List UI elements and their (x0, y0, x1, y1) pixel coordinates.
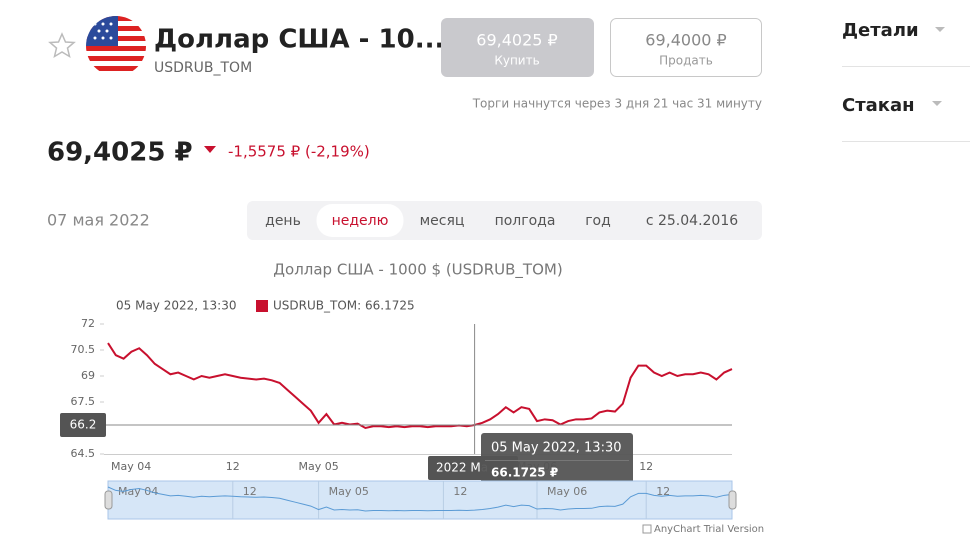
period-tab[interactable]: день (265, 213, 301, 229)
y-tick-label: 69 (81, 369, 95, 382)
y-tick-label: 70.5 (71, 343, 96, 356)
side-menu-item[interactable]: Детали (842, 20, 919, 41)
tooltip-value: 66.1725 ₽ (491, 466, 558, 480)
period-tab[interactable]: неделю (332, 213, 389, 229)
price-line (107, 342, 733, 430)
navigator-label: 12 (453, 485, 467, 498)
ticker: USDRUB_TOM (154, 60, 252, 76)
price-change: -1,5575 ₽ (-2,19%) (228, 143, 370, 161)
legend-time: 05 May 2022, 13:30 (116, 299, 236, 313)
navigator[interactable] (107, 480, 733, 520)
chart-title: Доллар США - 1000 $ (USDRUB_TOM) (273, 261, 562, 280)
flag (86, 16, 146, 76)
down-arrow (204, 146, 216, 153)
sell-label: Продать (659, 54, 713, 68)
credit-icon (642, 524, 652, 534)
navigator-label: 12 (243, 485, 257, 498)
title: Доллар США - 10... (154, 25, 444, 55)
side-menu-item[interactable]: Стакан (842, 95, 915, 116)
navigator-label: 12 (656, 485, 670, 498)
y-tick-label: 67.5 (71, 395, 96, 408)
navigator-label: May 04 (118, 485, 158, 498)
navigator-handle[interactable] (104, 490, 113, 510)
navigator-label: May 05 (329, 485, 369, 498)
period-tab[interactable]: с 25.04.2016 (646, 213, 738, 229)
y-tick-label: 72 (81, 317, 95, 330)
buy-button[interactable] (441, 18, 594, 77)
x-tick-label: 12 (639, 460, 653, 473)
period-tab[interactable]: год (585, 213, 611, 229)
navigator-line (107, 486, 733, 512)
caret (935, 27, 945, 32)
tooltip (481, 433, 633, 485)
legend-entry: USDRUB_TOM: 66.1725 (273, 299, 415, 313)
tooltip-time: 05 May 2022, 13:30 (491, 441, 622, 456)
caret (932, 101, 942, 106)
x-tick-label: May 04 (111, 460, 151, 473)
sell-button[interactable] (610, 18, 762, 77)
navigator-handle[interactable] (728, 490, 737, 510)
credit: AnyChart Trial Version (654, 524, 764, 535)
legend-swatch (256, 300, 268, 312)
price: 69,4025 ₽ (47, 138, 193, 168)
buy-label: Купить (494, 54, 539, 68)
x-tick-label: May 05 (298, 460, 338, 473)
trading-notice: Торги начнутся через 3 дня 21 час 31 мин… (472, 97, 762, 111)
y-crosshair-label: 66.2 (70, 418, 97, 432)
period-tab[interactable]: полгода (495, 213, 556, 229)
period-tab[interactable]: месяц (420, 213, 465, 229)
sell-price: 69,4000 ₽ (645, 31, 726, 50)
navigator-label: May 06 (547, 485, 587, 498)
y-tick-label: 64.5 (71, 447, 96, 460)
date: 07 мая 2022 (47, 211, 150, 230)
favorite-star[interactable] (48, 32, 76, 59)
y-crosshair-box (60, 413, 106, 438)
x-tick-label: 12 (226, 460, 240, 473)
x-crosshair-label: 2022 Ma (436, 461, 488, 475)
buy-price: 69,4025 ₽ (476, 31, 557, 50)
active-tab[interactable] (316, 204, 404, 237)
